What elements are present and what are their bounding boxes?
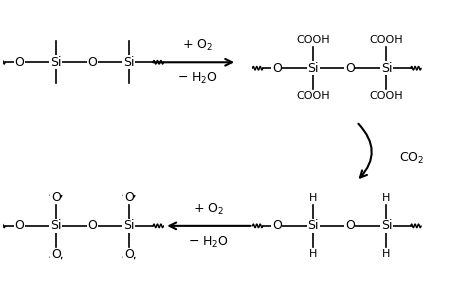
Text: Si: Si xyxy=(123,56,135,69)
Text: O: O xyxy=(51,248,61,261)
Text: H: H xyxy=(309,193,318,203)
Text: O: O xyxy=(124,191,134,204)
Text: O: O xyxy=(345,219,355,232)
Text: O: O xyxy=(14,219,24,232)
Text: COOH: COOH xyxy=(370,92,403,102)
Text: Si: Si xyxy=(50,219,62,232)
Text: H: H xyxy=(382,193,391,203)
Text: O: O xyxy=(87,219,97,232)
Text: Si: Si xyxy=(308,219,319,232)
Text: O: O xyxy=(14,56,24,69)
Text: COOH: COOH xyxy=(297,92,330,102)
Text: Si: Si xyxy=(381,62,392,75)
Text: − H$_2$O: − H$_2$O xyxy=(177,71,218,86)
Text: H: H xyxy=(309,249,318,259)
Text: O: O xyxy=(272,219,282,232)
Text: H: H xyxy=(382,249,391,259)
Text: Si: Si xyxy=(308,62,319,75)
Text: COOH: COOH xyxy=(297,35,330,45)
Text: O: O xyxy=(272,62,282,75)
Text: + O$_2$: + O$_2$ xyxy=(182,38,213,53)
Text: O: O xyxy=(124,248,134,261)
Text: Si: Si xyxy=(50,56,62,69)
Text: O: O xyxy=(345,62,355,75)
Text: COOH: COOH xyxy=(370,35,403,45)
Text: O: O xyxy=(87,56,97,69)
Text: CO$_2$: CO$_2$ xyxy=(399,152,424,166)
Text: − H$_2$O: − H$_2$O xyxy=(188,235,229,250)
Text: Si: Si xyxy=(123,219,135,232)
Text: Si: Si xyxy=(381,219,392,232)
Text: + O$_2$: + O$_2$ xyxy=(193,202,224,217)
Text: O: O xyxy=(51,191,61,204)
